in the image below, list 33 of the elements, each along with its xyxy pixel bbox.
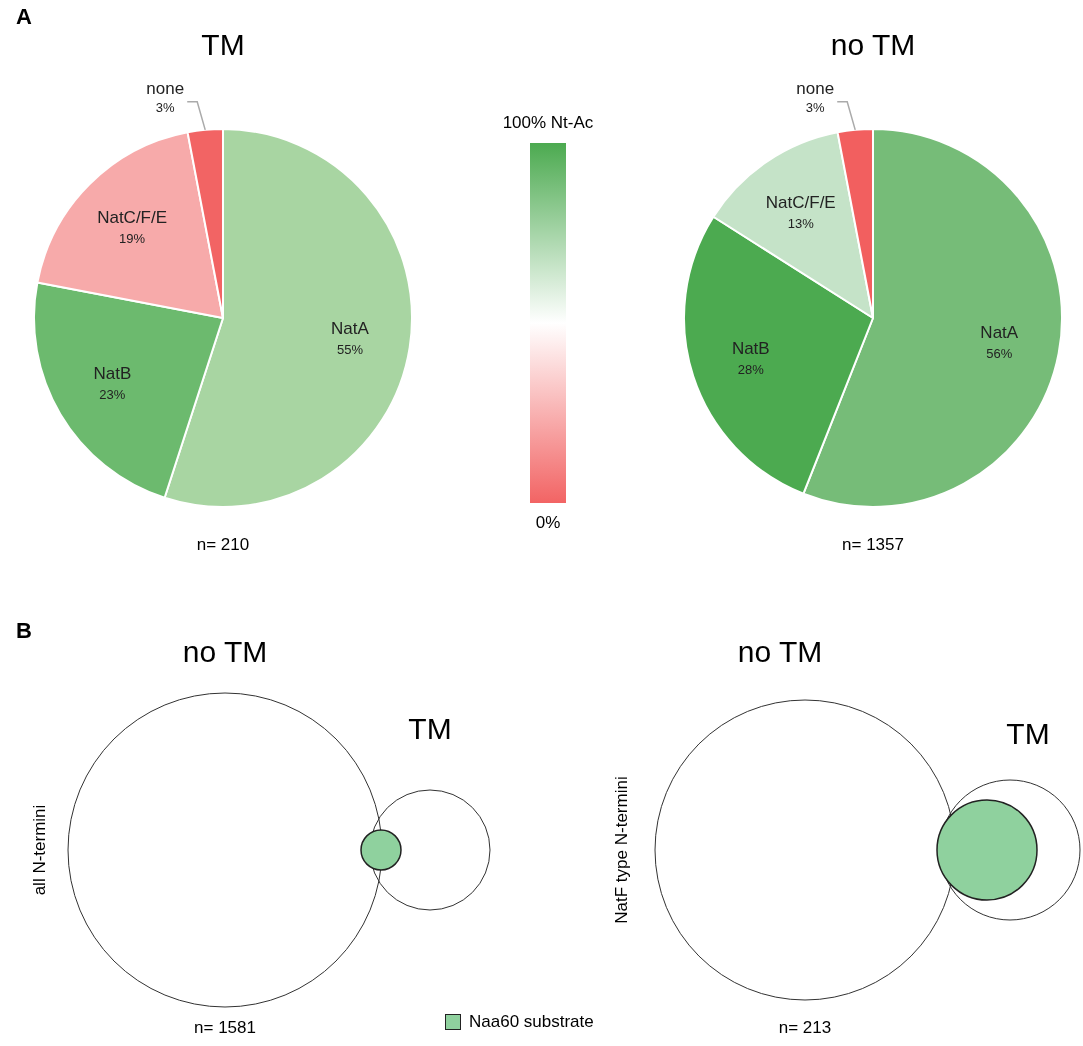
text: 0% xyxy=(534,513,562,533)
slice-label: NatC/F/E xyxy=(765,192,836,212)
slice-label: NatC/F/E xyxy=(97,208,168,228)
data-label: 56% xyxy=(986,346,1013,362)
data-label: 3% xyxy=(155,99,176,115)
text: 100% Nt-Ac xyxy=(501,113,595,133)
data-label: 23% xyxy=(99,387,126,403)
text: n= 1357 xyxy=(841,535,905,555)
slice-label: NatA xyxy=(980,323,1019,343)
data-label: 3% xyxy=(805,99,826,115)
data-label: 55% xyxy=(336,342,364,358)
text: A xyxy=(16,4,32,30)
data-label: 13% xyxy=(787,215,815,231)
slice-label: NatB xyxy=(731,338,770,358)
text: all N-termini xyxy=(30,803,50,898)
text: n= 213 xyxy=(777,1018,833,1038)
text: no TM xyxy=(736,635,824,669)
slice-label: NatB xyxy=(93,364,132,384)
slice-label: NatA xyxy=(331,319,370,339)
slice-label: none xyxy=(796,78,835,98)
chart-title: TM xyxy=(200,28,246,62)
text: n= 1581 xyxy=(193,1018,257,1038)
slice-label: none xyxy=(146,78,185,98)
data-label: 19% xyxy=(119,231,146,247)
chart-title: no TM xyxy=(829,28,917,62)
text: n= 210 xyxy=(195,535,251,555)
text: TM xyxy=(407,712,453,746)
text: TM xyxy=(1005,717,1051,751)
text: NatF type N-termini xyxy=(612,775,632,926)
text: Naa60 substrate xyxy=(469,1012,594,1032)
data-label: 28% xyxy=(737,361,765,377)
text: B xyxy=(16,618,32,644)
text: no TM xyxy=(181,635,269,669)
